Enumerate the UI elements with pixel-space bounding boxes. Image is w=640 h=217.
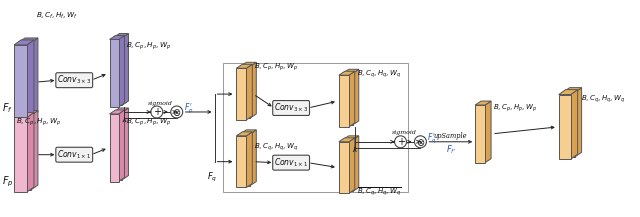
Polygon shape <box>122 33 129 105</box>
Text: $Conv_{1\times1}$: $Conv_{1\times1}$ <box>274 156 308 169</box>
Polygon shape <box>475 101 491 105</box>
Polygon shape <box>113 38 122 105</box>
Text: $B, C_p, H_p, W_p$: $B, C_p, H_p, W_p$ <box>127 116 172 128</box>
Polygon shape <box>343 73 353 125</box>
Polygon shape <box>343 140 353 191</box>
Polygon shape <box>563 88 582 93</box>
Polygon shape <box>14 117 27 192</box>
FancyBboxPatch shape <box>273 100 310 115</box>
Text: $Conv_{1\times1}$: $Conv_{1\times1}$ <box>57 148 92 161</box>
Text: $F_p'$: $F_p'$ <box>184 102 193 116</box>
Text: +: + <box>153 107 161 117</box>
Polygon shape <box>241 134 250 186</box>
FancyBboxPatch shape <box>56 73 93 88</box>
Text: $B, C_p, H_p, W_p$: $B, C_p, H_p, W_p$ <box>15 116 61 128</box>
Text: upSample: upSample <box>434 132 468 140</box>
Circle shape <box>151 106 163 118</box>
Text: $B, C_f, H_f, W_f$: $B, C_f, H_f, W_f$ <box>36 10 78 21</box>
Text: $Conv_{3\times3}$: $Conv_{3\times3}$ <box>57 74 92 86</box>
Polygon shape <box>559 95 571 159</box>
Circle shape <box>171 106 182 118</box>
Text: $B, C_q, H_q, W_q$: $B, C_q, H_q, W_q$ <box>254 142 298 153</box>
Polygon shape <box>353 136 359 191</box>
Polygon shape <box>236 68 246 120</box>
Polygon shape <box>339 138 355 142</box>
Polygon shape <box>122 108 129 179</box>
Polygon shape <box>27 112 34 192</box>
Text: $F_{f'}$: $F_{f'}$ <box>445 143 456 156</box>
Polygon shape <box>343 69 359 73</box>
Polygon shape <box>236 64 252 68</box>
Polygon shape <box>18 115 31 190</box>
Polygon shape <box>31 110 38 190</box>
Polygon shape <box>349 71 355 127</box>
Polygon shape <box>241 130 256 134</box>
Polygon shape <box>236 136 246 187</box>
Polygon shape <box>109 35 124 39</box>
Polygon shape <box>339 71 355 75</box>
Text: $F_f$: $F_f$ <box>2 101 13 115</box>
Polygon shape <box>113 108 129 112</box>
Polygon shape <box>250 130 256 186</box>
Polygon shape <box>241 66 250 118</box>
Polygon shape <box>349 138 355 193</box>
Polygon shape <box>27 40 34 119</box>
Polygon shape <box>353 69 359 125</box>
Polygon shape <box>113 112 122 179</box>
Text: $B, C_q, H_q, W_q$: $B, C_q, H_q, W_q$ <box>356 69 401 80</box>
Polygon shape <box>339 75 349 127</box>
Text: $\otimes$: $\otimes$ <box>416 137 425 148</box>
Polygon shape <box>18 38 38 43</box>
Text: $\overline{B, C_q, H_q, W_q}$: $\overline{B, C_q, H_q, W_q}$ <box>356 185 401 198</box>
Polygon shape <box>559 90 578 95</box>
Polygon shape <box>109 110 124 114</box>
Polygon shape <box>485 101 491 163</box>
Text: sigmoid: sigmoid <box>148 100 173 105</box>
Polygon shape <box>18 43 31 117</box>
Polygon shape <box>109 114 118 182</box>
Polygon shape <box>109 39 118 107</box>
Polygon shape <box>14 40 34 45</box>
Polygon shape <box>571 90 578 159</box>
Polygon shape <box>18 110 38 115</box>
Polygon shape <box>14 45 27 119</box>
FancyBboxPatch shape <box>56 147 93 162</box>
Text: $B, C_p, H_p, W_p$: $B, C_p, H_p, W_p$ <box>127 41 172 52</box>
Bar <box>223 63 408 192</box>
Text: +: + <box>397 137 404 147</box>
Polygon shape <box>241 62 256 66</box>
Circle shape <box>415 136 426 148</box>
Polygon shape <box>118 110 124 182</box>
Polygon shape <box>563 93 575 157</box>
Text: $B, C_p, H_p, W_p$: $B, C_p, H_p, W_p$ <box>493 102 537 114</box>
Text: sigmoid: sigmoid <box>392 130 417 135</box>
Polygon shape <box>475 105 485 163</box>
Polygon shape <box>113 33 129 38</box>
Text: $F_q$: $F_q$ <box>207 171 218 184</box>
Text: $B, C_p, H_p, W_p$: $B, C_p, H_p, W_p$ <box>254 61 298 73</box>
Polygon shape <box>250 62 256 118</box>
Polygon shape <box>118 35 124 107</box>
Polygon shape <box>575 88 582 157</box>
Polygon shape <box>236 132 252 136</box>
Polygon shape <box>246 64 252 120</box>
Polygon shape <box>343 136 359 140</box>
FancyBboxPatch shape <box>273 155 310 170</box>
Text: $B, C_q, H_q, W_q$: $B, C_q, H_q, W_q$ <box>580 93 625 105</box>
Polygon shape <box>31 38 38 117</box>
Text: $Conv_{3\times3}$: $Conv_{3\times3}$ <box>274 102 308 114</box>
Text: $\otimes$: $\otimes$ <box>172 107 181 118</box>
Text: $F_p$: $F_p$ <box>2 174 13 189</box>
Polygon shape <box>339 142 349 193</box>
Text: $F_q'$: $F_q'$ <box>428 132 437 146</box>
Polygon shape <box>246 132 252 187</box>
Circle shape <box>395 136 406 148</box>
Polygon shape <box>14 112 34 117</box>
